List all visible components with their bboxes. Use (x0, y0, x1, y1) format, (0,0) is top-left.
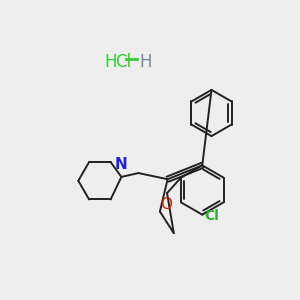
Text: Cl: Cl (115, 53, 131, 71)
Text: O: O (160, 197, 172, 212)
Text: N: N (114, 157, 127, 172)
Text: H: H (104, 53, 117, 71)
Text: H: H (139, 53, 152, 71)
Text: Cl: Cl (205, 209, 219, 223)
